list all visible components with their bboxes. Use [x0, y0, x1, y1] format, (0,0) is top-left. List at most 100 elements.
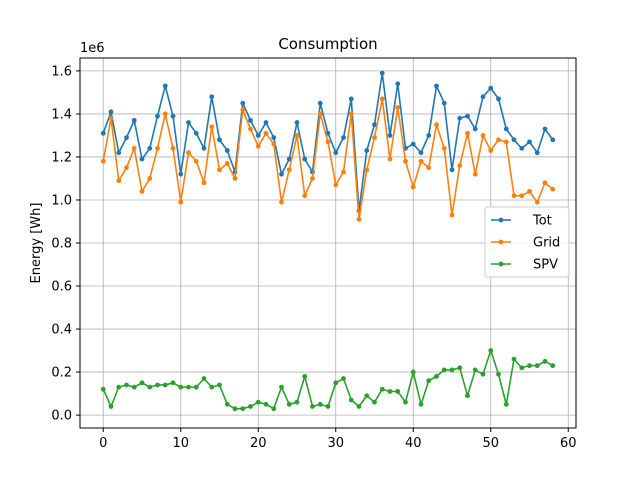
data-point-tot — [108, 109, 114, 115]
data-point-grid — [310, 176, 315, 181]
data-point-grid — [271, 141, 277, 147]
data-point-grid — [186, 150, 191, 156]
data-point-spv — [131, 384, 137, 390]
data-point-spv — [519, 365, 525, 371]
data-point-tot — [348, 96, 354, 102]
legend: Tot Grid SPV — [484, 206, 570, 278]
data-point-grid — [201, 180, 207, 186]
y-tick-label: 0.2 — [51, 366, 72, 381]
data-point-grid — [240, 107, 246, 113]
data-point-spv — [379, 386, 385, 392]
data-point-grid — [496, 137, 501, 143]
data-point-grid — [372, 135, 377, 140]
y-tick-label: 0.0 — [51, 409, 72, 424]
data-point-grid — [263, 130, 269, 136]
data-point-grid — [193, 158, 199, 164]
legend-label: Tot — [532, 214, 552, 229]
data-point-tot — [155, 113, 160, 119]
data-point-spv — [294, 399, 300, 405]
data-point-tot — [333, 150, 339, 156]
data-point-spv — [395, 389, 401, 394]
data-point-spv — [441, 367, 447, 373]
data-point-spv — [325, 404, 331, 409]
data-point-tot — [147, 145, 153, 151]
data-point-spv — [364, 393, 370, 399]
data-point-spv — [410, 369, 416, 375]
data-point-tot — [162, 83, 168, 89]
data-point-tot — [186, 120, 191, 125]
data-point-spv — [457, 365, 463, 371]
data-point-spv — [356, 404, 362, 409]
data-point-spv — [116, 384, 122, 390]
data-point-tot — [193, 130, 199, 136]
data-point-grid — [147, 176, 153, 181]
data-point-grid — [209, 124, 215, 130]
y-tick-label: 1.4 — [51, 107, 72, 122]
data-point-tot — [542, 126, 548, 132]
data-point-grid — [333, 182, 339, 188]
data-point-grid — [356, 216, 362, 222]
series-grid — [100, 96, 556, 222]
data-point-grid — [294, 133, 300, 138]
data-point-spv — [232, 406, 238, 412]
data-point-grid — [410, 184, 416, 190]
x-tick-label: 50 — [482, 436, 499, 451]
y-tick-label: 0.8 — [51, 237, 72, 252]
data-point-spv — [263, 401, 269, 407]
x-axis: 0 10 20 30 40 50 60 — [99, 428, 577, 451]
x-tick-label: 10 — [172, 436, 189, 451]
data-point-tot — [317, 100, 323, 106]
data-point-tot — [325, 130, 331, 136]
y-tick-label: 1.6 — [51, 64, 72, 79]
data-point-spv — [348, 397, 354, 403]
data-point-grid — [403, 158, 408, 164]
data-point-grid — [395, 105, 401, 110]
data-point-grid — [550, 186, 556, 192]
series-spv — [100, 348, 556, 412]
data-point-tot — [302, 156, 308, 162]
data-point-tot — [534, 150, 540, 156]
data-point-grid — [286, 167, 292, 173]
data-point-spv — [496, 371, 501, 377]
data-point-spv — [488, 348, 494, 353]
data-point-tot — [170, 113, 176, 119]
x-tick-label: 30 — [327, 436, 344, 451]
data-point-spv — [201, 376, 207, 381]
data-point-tot — [550, 137, 556, 143]
data-point-spv — [372, 399, 377, 405]
data-point-tot — [248, 117, 253, 123]
data-point-tot — [209, 94, 215, 100]
data-point-spv — [186, 384, 191, 390]
data-point-grid — [341, 169, 346, 175]
data-point-grid — [434, 122, 439, 128]
data-point-tot — [519, 145, 525, 151]
data-point-spv — [209, 384, 215, 390]
data-point-spv — [480, 371, 486, 377]
data-point-tot — [271, 135, 277, 140]
x-tick-label: 60 — [560, 436, 577, 451]
data-point-grid — [441, 145, 447, 151]
data-point-spv — [317, 401, 323, 407]
data-point-spv — [162, 382, 168, 388]
data-point-tot — [496, 96, 501, 102]
data-point-grid — [503, 139, 509, 145]
y-tick-label: 0.6 — [51, 280, 72, 295]
data-point-grid — [364, 167, 370, 173]
data-point-spv — [449, 367, 455, 373]
data-point-spv — [100, 386, 106, 392]
data-point-grid — [449, 212, 455, 218]
data-point-spv — [178, 384, 184, 390]
data-point-grid — [348, 111, 354, 117]
data-point-tot — [488, 85, 494, 91]
data-point-tot — [457, 115, 463, 121]
data-point-spv — [511, 356, 517, 362]
data-point-spv — [302, 373, 308, 379]
data-point-tot — [224, 148, 230, 153]
data-point-tot — [503, 126, 509, 132]
data-point-grid — [534, 199, 540, 205]
y-axis-label: Energy [Wh] — [29, 203, 44, 284]
data-point-tot — [341, 135, 346, 140]
legend-item-grid: Grid — [491, 236, 560, 251]
data-point-tot — [465, 113, 470, 119]
legend-label: SPV — [533, 258, 558, 273]
